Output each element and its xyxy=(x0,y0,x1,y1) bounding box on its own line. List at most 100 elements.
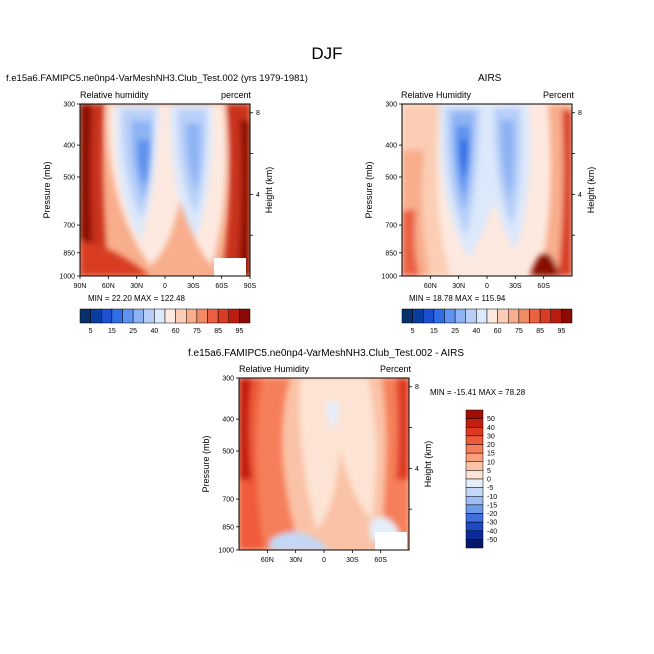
panel3-xtick-label: 30S xyxy=(346,557,359,564)
panel1-y2label: Height (km) xyxy=(264,167,274,214)
colorbar2-swatch xyxy=(412,308,424,324)
colorbar3-label: 50 xyxy=(487,416,495,423)
colorbar1-swatch xyxy=(101,308,113,324)
colorbar1-label: 40 xyxy=(150,328,158,335)
panel2-xtick-label: 30N xyxy=(452,283,465,290)
colorbar3-label: -5 xyxy=(487,485,493,492)
panel1-ylabel: Pressure (mb) xyxy=(42,161,52,218)
colorbar1-label: 75 xyxy=(193,328,201,335)
colorbar1-swatch xyxy=(186,308,198,324)
panel1-right-label: percent xyxy=(221,90,252,100)
colorbar3-swatch xyxy=(465,409,484,419)
colorbar2-swatch xyxy=(508,308,520,324)
colorbar3-swatch xyxy=(465,504,484,514)
colorbar3-label: 20 xyxy=(487,442,495,449)
colorbar3-swatch xyxy=(465,539,484,549)
colorbar2-label: 40 xyxy=(472,328,480,335)
colorbar3-swatch xyxy=(465,418,484,428)
colorbar1-label: 85 xyxy=(214,328,222,335)
colorbar3-swatch xyxy=(465,513,484,523)
colorbar1-swatch xyxy=(228,308,240,324)
panel1-xtick-label: 0 xyxy=(163,283,167,290)
panel1-ytick-label: 700 xyxy=(63,223,75,230)
panel2-ytick-label: 850 xyxy=(385,250,397,257)
panel1-xtick-label: 60S xyxy=(215,283,228,290)
panel3-contour-field xyxy=(239,378,409,550)
panel2-xtick-label: 30S xyxy=(509,283,522,290)
colorbar1-swatch xyxy=(239,308,251,324)
colorbar3-swatch xyxy=(465,478,484,488)
colorbar2-label: 85 xyxy=(536,328,544,335)
colorbar2-label: 25 xyxy=(451,328,459,335)
panel1-left-label: Relative humidity xyxy=(80,90,149,100)
colorbar1-label: 60 xyxy=(172,328,180,335)
colorbar3-label: 0 xyxy=(487,477,491,484)
panel3-right-label: Percent xyxy=(380,364,412,374)
panel3-ytick-label: 850 xyxy=(222,524,234,531)
panel2-heading: AIRS xyxy=(478,73,502,84)
panel3-ytick-label: 700 xyxy=(222,497,234,504)
panel2-ytick-label: 1000 xyxy=(381,274,397,281)
colorbar2-label: 95 xyxy=(557,328,565,335)
colorbar2-swatch xyxy=(486,308,498,324)
panel2-ytick-label: 300 xyxy=(385,102,397,109)
panel3-ytick-label: 300 xyxy=(222,376,234,383)
colorbar3-swatch xyxy=(465,444,484,454)
panel3-ytick-label: 500 xyxy=(222,448,234,455)
panel3-stats: MIN = -15.41 MAX = 78.28 xyxy=(430,388,526,397)
panel1-xtick-label: 30N xyxy=(130,283,143,290)
colorbar3-swatch xyxy=(465,427,484,437)
colorbar2-label: 75 xyxy=(515,328,523,335)
colorbar3-label: -40 xyxy=(487,528,497,535)
panel1-xtick-label: 60N xyxy=(102,283,115,290)
colorbar1-swatch xyxy=(207,308,219,324)
panel3-y2tick-label: 8 xyxy=(415,384,419,391)
colorbar1-label: 95 xyxy=(235,328,243,335)
colorbar2-label: 60 xyxy=(494,328,502,335)
panel3-heading: f.e15a6.FAMIPC5.ne0np4-VarMeshNH3.Club_T… xyxy=(188,348,465,359)
panel1-y2tick-label: 8 xyxy=(256,110,260,117)
colorbar2-swatch xyxy=(454,308,466,324)
panel2-stats: MIN = 18.78 MAX = 115.94 xyxy=(409,294,506,303)
panel1-ytick-label: 1000 xyxy=(59,274,75,281)
colorbar1-swatch xyxy=(79,308,91,324)
panel1-y2tick-label: 4 xyxy=(256,192,260,199)
colorbar3-label: -30 xyxy=(487,520,497,527)
panel1-stats: MIN = 22.20 MAX = 122.48 xyxy=(88,294,185,303)
figure-title: DJF xyxy=(311,44,343,63)
panel2-contour-field xyxy=(402,104,572,276)
colorbar1-label: 25 xyxy=(129,328,137,335)
colorbar3-swatch xyxy=(465,470,484,480)
panel1-contour-field xyxy=(80,104,250,276)
colorbar3-swatch xyxy=(465,530,484,540)
panel3-xtick-label: 60S xyxy=(374,557,387,564)
colorbar3-swatch xyxy=(465,487,484,497)
panel2-y2tick-label: 8 xyxy=(578,110,582,117)
colorbar3-label: 40 xyxy=(487,425,495,432)
colorbar2-swatch xyxy=(476,308,488,324)
panel2-y2label: Height (km) xyxy=(586,167,596,214)
panel1-xtick-label: 90N xyxy=(74,283,87,290)
colorbar2-swatch xyxy=(518,308,530,324)
panel2-xtick-label: 60N xyxy=(424,283,437,290)
panel2-ytick-label: 700 xyxy=(385,223,397,230)
panel2-xtick-label: 60S xyxy=(537,283,550,290)
colorbar2-swatch xyxy=(423,308,435,324)
panel3-xtick-label: 30N xyxy=(289,557,302,564)
colorbar3-label: 15 xyxy=(487,451,495,458)
colorbar2-swatch xyxy=(497,308,509,324)
panel1-heading: f.e15a6.FAMIPC5.ne0np4-VarMeshNH3.Club_T… xyxy=(6,73,308,84)
panel2-ytick-label: 500 xyxy=(385,174,397,181)
colorbar1-label: 15 xyxy=(108,328,116,335)
colorbar1-label: 5 xyxy=(89,328,93,335)
colorbar1-swatch xyxy=(196,308,208,324)
colorbar2-label: 5 xyxy=(411,328,415,335)
panel1-ytick-label: 500 xyxy=(63,174,75,181)
colorbar3-label: 5 xyxy=(487,468,491,475)
colorbar1-swatch xyxy=(132,308,144,324)
colorbar2-swatch xyxy=(539,308,551,324)
colorbar3-label: -50 xyxy=(487,537,497,544)
colorbar2-swatch xyxy=(529,308,541,324)
panel1-xtick-label: 90S xyxy=(244,283,257,290)
